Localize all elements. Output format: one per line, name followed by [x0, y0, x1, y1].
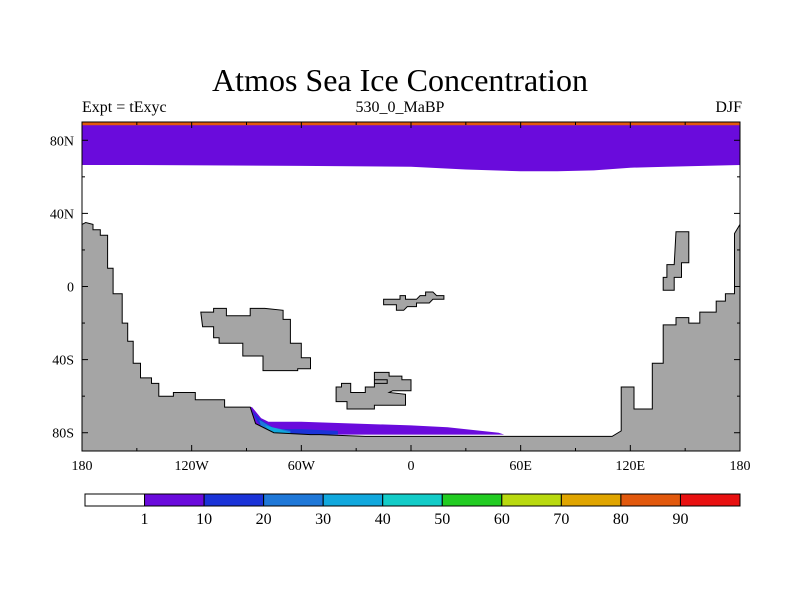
colorbar-swatch	[263, 493, 324, 507]
colorbar-label: 1	[141, 511, 149, 528]
y-tick-label: 80S	[52, 427, 74, 442]
map-axes: 180 120W 60W 0 60E 120E 180 80N 40N 0 40S 80S	[50, 122, 751, 474]
y-tick-label: 0	[67, 281, 74, 296]
colorbar-swatch	[322, 493, 384, 507]
colorbar-swatch	[84, 493, 146, 507]
land-southern-island	[335, 371, 412, 410]
south-ice-band-1	[244, 407, 505, 435]
land-eastern-island	[662, 231, 690, 291]
colorbar-label: 20	[256, 511, 272, 528]
land-central-island	[383, 291, 445, 311]
colorbar-label: 40	[375, 511, 391, 528]
x-tick-label: 120W	[175, 459, 210, 474]
chart-title: Atmos Sea Ice Concentration	[212, 62, 588, 98]
colorbar-label: 50	[434, 511, 450, 528]
x-tick-label: 0	[408, 459, 415, 474]
y-tick-label: 80N	[50, 134, 74, 149]
colorbar-swatch	[203, 493, 265, 507]
colorbar-label: 90	[672, 511, 688, 528]
x-tick-label: 60E	[509, 459, 532, 474]
colorbar-label: 60	[494, 511, 510, 528]
map-plot-area	[82, 122, 740, 451]
colorbar-swatch	[620, 493, 681, 507]
x-tick-label: 120E	[616, 459, 646, 474]
colorbar-swatch	[560, 493, 622, 507]
colorbar-swatch	[382, 493, 443, 507]
experiment-label: Expt = tExyc	[82, 99, 167, 116]
colorbar-swatch	[144, 493, 205, 507]
season-label: DJF	[715, 99, 742, 116]
x-tick-label: 60W	[288, 459, 316, 474]
colorbar: 1 10 20 30 40 50 60 70 80 90	[84, 493, 741, 528]
colorbar-label: 10	[196, 511, 212, 528]
colorbar-swatch	[441, 493, 503, 507]
land-western-continent	[82, 221, 740, 451]
north-ice-band-1	[82, 122, 740, 172]
x-tick-label: 180	[72, 459, 93, 474]
colorbar-label: 80	[613, 511, 629, 528]
colorbar-label: 30	[315, 511, 331, 528]
colorbar-swatch	[679, 493, 741, 507]
land-central-south-continent	[200, 307, 311, 372]
colorbar-swatch	[501, 493, 562, 507]
x-tick-label: 180	[730, 459, 751, 474]
y-tick-label: 40S	[52, 354, 74, 369]
y-tick-label: 40N	[50, 207, 74, 222]
colorbar-label: 70	[553, 511, 569, 528]
period-label: 530_0_MaBP	[355, 99, 445, 116]
